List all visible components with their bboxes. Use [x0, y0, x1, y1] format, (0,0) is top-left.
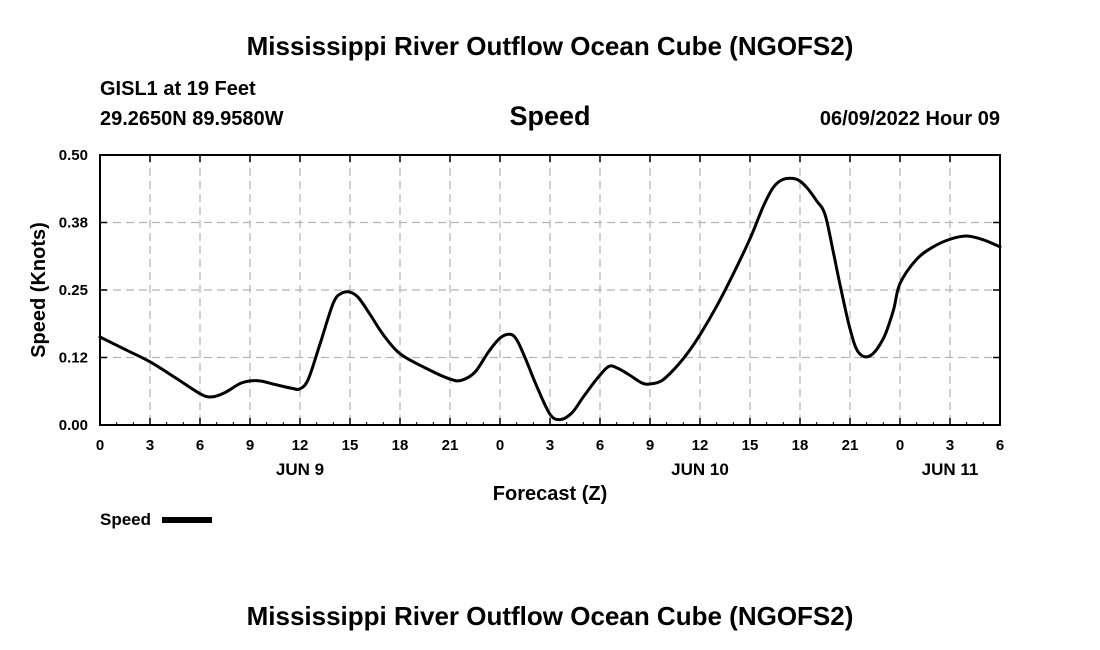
- date-label: JUN 11: [922, 460, 979, 479]
- timestamp-label: 06/09/2022 Hour 09: [820, 108, 1000, 130]
- x-tick-label: 0: [96, 437, 104, 454]
- legend-label: Speed: [100, 510, 151, 529]
- x-tick-labels: 0 3 6 9 12 15 18 21 0 3 6 9 12 15 18 21 0 3 6: [96, 437, 1004, 454]
- chart-title: Mississippi River Outflow Ocean Cube (NG…: [247, 31, 854, 61]
- x-tick-label: 21: [442, 437, 459, 454]
- chart-subtitle: Speed: [509, 101, 590, 131]
- x-tick-label: 3: [146, 437, 154, 454]
- x-tick-label: 3: [546, 437, 554, 454]
- x-tick-label: 12: [692, 437, 709, 454]
- x-tick-label: 12: [292, 437, 309, 454]
- x-tick-label: 6: [196, 437, 204, 454]
- station-label: GISL1 at 19 Feet: [100, 78, 256, 100]
- y-tick-label: 0.25: [59, 282, 88, 299]
- x-tick-label: 0: [896, 437, 904, 454]
- y-tick-label: 0.12: [59, 350, 88, 367]
- footer-title: Mississippi River Outflow Ocean Cube (NG…: [247, 601, 854, 631]
- x-axis-title: Forecast (Z): [493, 483, 607, 505]
- x-tick-label: 6: [596, 437, 604, 454]
- x-tick-label: 15: [342, 437, 359, 454]
- x-tick-label: 15: [742, 437, 759, 454]
- location-label: 29.2650N 89.9580W: [100, 108, 284, 130]
- date-label: JUN 9: [276, 460, 324, 479]
- date-label: JUN 10: [671, 460, 729, 479]
- speed-series-line: [98, 176, 1002, 422]
- y-axis-title: Speed (Knots): [28, 222, 50, 358]
- x-tick-label: 21: [842, 437, 859, 454]
- x-tick-label: 0: [496, 437, 504, 454]
- y-tick-label: 0.50: [59, 147, 88, 164]
- y-tick-label: 0.38: [59, 215, 88, 232]
- date-labels: JUN 9 JUN 10 JUN 11: [276, 460, 978, 479]
- y-tick-labels: 0.00 0.12 0.25 0.38 0.50: [59, 147, 88, 434]
- x-tick-label: 18: [392, 437, 409, 454]
- x-tick-label: 9: [646, 437, 654, 454]
- y-tick-label: 0.00: [59, 417, 88, 434]
- x-tick-label: 9: [246, 437, 254, 454]
- series-layer: [98, 176, 1002, 422]
- x-tick-label: 3: [946, 437, 954, 454]
- grid-layer: [100, 155, 1000, 425]
- x-tick-label: 18: [792, 437, 809, 454]
- x-tick-label: 6: [996, 437, 1004, 454]
